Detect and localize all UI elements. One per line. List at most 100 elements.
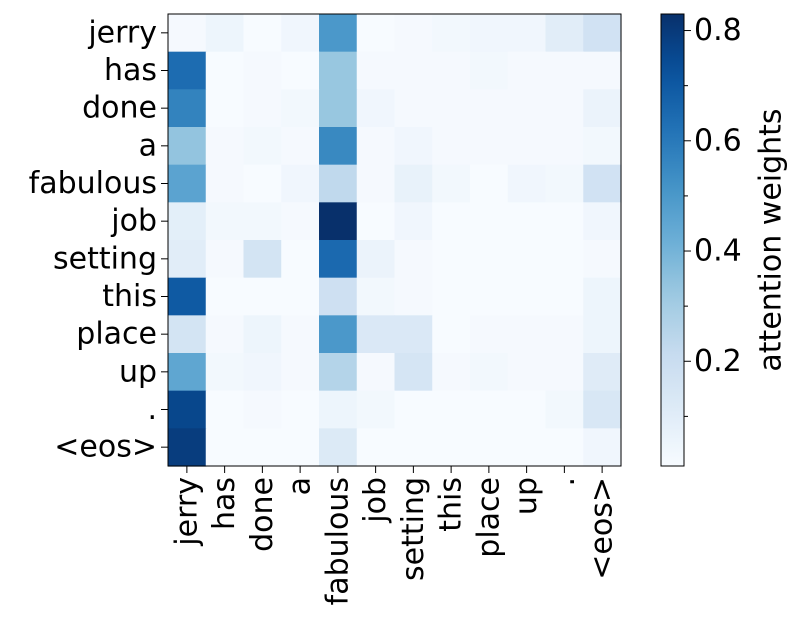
heatmap-cell — [470, 202, 509, 241]
heatmap-cell — [356, 164, 396, 203]
heatmap-cells — [168, 14, 622, 467]
heatmap-cell — [432, 202, 471, 241]
heatmap-cell — [319, 240, 358, 279]
heatmap-cell — [583, 89, 622, 128]
heatmap-cell — [319, 315, 358, 354]
heatmap-cell — [281, 89, 320, 128]
heatmap-cell — [281, 353, 320, 392]
x-tick-label: done — [245, 477, 280, 552]
heatmap-cell — [319, 353, 358, 392]
heatmap-cell — [545, 51, 584, 90]
heatmap-cell — [470, 315, 509, 354]
heatmap-cell — [205, 315, 245, 354]
heatmap-cell — [356, 202, 396, 241]
heatmap-cell — [356, 51, 396, 90]
heatmap-cell — [583, 390, 622, 429]
y-tick-label: place — [76, 317, 157, 352]
y-tick-label: . — [147, 392, 157, 427]
heatmap-cell — [281, 202, 320, 241]
heatmap-cell — [356, 390, 396, 429]
heatmap-cell — [319, 89, 358, 128]
heatmap-cell — [507, 202, 547, 241]
heatmap-cell — [205, 353, 245, 392]
heatmap-cell — [470, 353, 509, 392]
heatmap-cell — [281, 14, 320, 53]
heatmap-cell — [168, 390, 207, 429]
heatmap-cell — [394, 240, 433, 279]
heatmap-cell — [281, 428, 320, 467]
heatmap-cell — [243, 277, 282, 316]
heatmap-cell — [205, 127, 245, 166]
heatmap-cell — [470, 164, 509, 203]
x-tick-label: fabulous — [320, 477, 355, 605]
heatmap-cell — [470, 277, 509, 316]
colorbar-label: attention weights — [754, 108, 789, 371]
y-tick-label: a — [139, 128, 157, 163]
heatmap-cell — [545, 428, 584, 467]
heatmap-cell — [583, 164, 622, 203]
heatmap-cell — [432, 51, 471, 90]
heatmap-cell — [243, 240, 282, 279]
heatmap-cell — [432, 353, 471, 392]
heatmap-cell — [545, 353, 584, 392]
heatmap-cell — [281, 240, 320, 279]
colorbar — [660, 13, 685, 467]
heatmap-cell — [281, 277, 320, 316]
heatmap-cell — [243, 202, 282, 241]
heatmap-cell — [394, 315, 433, 354]
heatmap-cell — [356, 353, 396, 392]
heatmap-cell — [470, 428, 509, 467]
colorbar-ticks: 0.2 0.4 0.6 0.8 — [684, 13, 742, 417]
x-tick-label: job — [358, 477, 393, 524]
heatmap-cell — [319, 127, 358, 166]
heatmap-cell — [583, 428, 622, 467]
heatmap-cell — [507, 51, 547, 90]
heatmap-cell — [243, 89, 282, 128]
heatmap-cell — [545, 390, 584, 429]
heatmap-cell — [356, 315, 396, 354]
heatmap-cell — [507, 240, 547, 279]
heatmap-cell — [281, 51, 320, 90]
x-tick-label: this — [434, 477, 469, 532]
x-tick-label: setting — [396, 477, 431, 581]
heatmap-cell — [168, 51, 207, 90]
x-tick-label: a — [283, 477, 318, 495]
plot-frame — [167, 13, 622, 467]
heatmap-cell — [583, 315, 622, 354]
heatmap-cell — [394, 390, 433, 429]
heatmap-cell — [168, 127, 207, 166]
heatmap-cell — [432, 277, 471, 316]
heatmap-cell — [507, 353, 547, 392]
y-axis-ticks: jerryhasdoneafabulousjobsettingthisplace… — [29, 15, 168, 465]
heatmap-cell — [507, 127, 547, 166]
heatmap-cell — [168, 428, 207, 467]
heatmap-cell — [583, 277, 622, 316]
colorbar-tick-label: 0.4 — [694, 234, 742, 269]
x-tick-label: <eos> — [585, 477, 620, 580]
heatmap-cell — [168, 315, 207, 354]
heatmap-cell — [432, 240, 471, 279]
heatmap-cell — [545, 240, 584, 279]
x-axis-ticks: jerry has done a fabulous job setting this place… — [169, 466, 620, 605]
heatmap-cell — [545, 89, 584, 128]
heatmap-cell — [243, 14, 282, 53]
heatmap-cell — [319, 164, 358, 203]
heatmap-cell — [432, 390, 471, 429]
y-tick-label: fabulous — [29, 166, 157, 201]
heatmap-cell — [205, 89, 245, 128]
heatmap-cell — [545, 277, 584, 316]
heatmap-cell — [583, 127, 622, 166]
heatmap-cell — [205, 277, 245, 316]
heatmap-cell — [319, 14, 358, 53]
heatmap-cell — [507, 390, 547, 429]
heatmap-cell — [432, 89, 471, 128]
heatmap-cell — [356, 89, 396, 128]
heatmap-cell — [356, 127, 396, 166]
heatmap-cell — [507, 14, 547, 53]
y-tick-label: jerry — [87, 15, 157, 50]
x-tick-label: has — [207, 477, 242, 530]
heatmap-cell — [168, 202, 207, 241]
heatmap-cell — [432, 315, 471, 354]
colorbar-tick-label: 0.2 — [694, 344, 742, 379]
